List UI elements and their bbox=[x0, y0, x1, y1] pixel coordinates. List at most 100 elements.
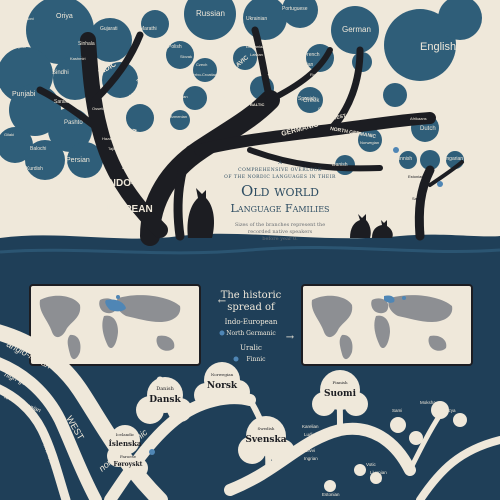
lang-spanish: Spanish bbox=[298, 96, 316, 102]
lower-danish-small: Danish bbox=[156, 386, 174, 392]
lower-voro: Võro bbox=[372, 478, 382, 483]
lang-awadhi: Awadhi bbox=[118, 6, 134, 12]
lower-karelian: Karelian bbox=[302, 424, 319, 429]
lower-swedish-small: Swedish bbox=[258, 426, 275, 431]
lang-persian: Persian bbox=[66, 157, 90, 164]
finnic-minor-labels: Karelian Ludian Vepsian Livvi Ingrian Vo… bbox=[302, 400, 456, 497]
map-finnic-swatch bbox=[233, 356, 239, 362]
lang-sindhi: Sindhi bbox=[52, 70, 69, 76]
lang-french: French bbox=[304, 52, 320, 58]
map-uralic-label: Uralic bbox=[240, 344, 262, 352]
title-kicker: A bbox=[277, 160, 282, 166]
lower-finnish-small: Finnish bbox=[332, 380, 348, 385]
lang-finnish: Finnish bbox=[396, 156, 412, 162]
map-title-1: The historic bbox=[221, 290, 282, 301]
lower-ludian: Ludian bbox=[304, 432, 318, 437]
lang-albanian: Albanian bbox=[172, 94, 188, 99]
label-finno-ugric: FINNO-UGRIC bbox=[434, 193, 448, 220]
lower-votic: Votic bbox=[366, 462, 377, 467]
lang-gujarati: Gujarati bbox=[100, 26, 118, 32]
language-labels: Oriya Kumaoni Awadhi Gujarati Marathi Ne… bbox=[4, 6, 463, 201]
lang-latvian: Latvian bbox=[250, 52, 263, 57]
label-armenian: ARMENIAN bbox=[195, 117, 217, 129]
lang-welsh: Welsh bbox=[370, 71, 381, 76]
lang-afrikaans: Afrikaans bbox=[410, 116, 427, 121]
lang-pashto: Pashto bbox=[64, 120, 83, 126]
lower-suomi: Suomi bbox=[324, 389, 357, 399]
map-finnic-label: Finnic bbox=[246, 356, 266, 363]
label-albanian: ALBANIAN bbox=[206, 94, 227, 109]
label-indo-european-2: EUROPEAN bbox=[96, 204, 153, 215]
lang-gaelic: Gaelic bbox=[380, 106, 391, 111]
lower-dansk: Dansk bbox=[149, 395, 181, 405]
title-desc1: Sizes of the branches represent the bbox=[235, 222, 325, 228]
lower-ingrian: Ingrian bbox=[304, 456, 318, 461]
lang-ossetian: Ossetian bbox=[92, 106, 108, 111]
lang-kashmiri: Kashmiri bbox=[70, 56, 86, 61]
map-arrow-right-icon: → bbox=[286, 332, 295, 343]
tree-canopy bbox=[0, 0, 482, 180]
lang-armenian: Armenian bbox=[170, 114, 187, 119]
flower-accents bbox=[149, 147, 443, 455]
map-right-uralic-spread bbox=[384, 295, 395, 303]
map-ie-label: Indo-European bbox=[225, 318, 278, 326]
lang-polish: Polish bbox=[168, 44, 182, 50]
title-block: A COMPREHENSIVE OVERLOOK OF THE NORDIC L… bbox=[224, 160, 336, 242]
lower-erzya: Erzya bbox=[444, 408, 456, 413]
map-legend: The historic spread of ← Indo-European N… bbox=[218, 290, 295, 363]
label-uralic: URALIC bbox=[424, 228, 447, 234]
lang-gilaki: Gilaki bbox=[4, 132, 14, 137]
lang-dutch: Dutch bbox=[420, 126, 436, 132]
label-baltic: BALTIC bbox=[250, 102, 264, 107]
lower-language-labels: Danish Dansk Norwegian Norsk Swedish Sve… bbox=[109, 372, 357, 468]
lower-norsk: Norsk bbox=[207, 381, 238, 391]
lang-swedish: Swedish bbox=[362, 156, 381, 162]
label-indo-iranian: INDO-IRANIAN bbox=[122, 128, 139, 170]
sea-wave bbox=[0, 245, 500, 255]
tree-trunk bbox=[36, 26, 464, 246]
lang-tajiki: Tajiki bbox=[108, 146, 117, 151]
title-main: Old world bbox=[241, 182, 319, 200]
lang-serbo-croatian: Serbo-Croatian bbox=[190, 72, 217, 77]
lower-clouds bbox=[107, 362, 467, 492]
lang-portuguese: Portuguese bbox=[282, 6, 308, 12]
lower-vepsian: Vepsian bbox=[302, 440, 319, 445]
lang-balochi: Balochi bbox=[30, 146, 46, 152]
lang-bulgarian: Bulgarian bbox=[196, 82, 213, 87]
lang-danish: Danish bbox=[332, 162, 348, 168]
lang-hungarian: Hungarian bbox=[440, 156, 463, 162]
lang-lithuanian: Lithuanian bbox=[246, 44, 264, 49]
lang-ukrainian: Ukrainian bbox=[246, 16, 267, 22]
label-romance: ROMANCE bbox=[267, 55, 295, 80]
lang-galician: Galician bbox=[318, 106, 332, 111]
lang-oriya: Oriya bbox=[56, 13, 73, 20]
lang-sinhala: Sinhala bbox=[78, 41, 95, 47]
map-arrow-left-icon: ← bbox=[218, 296, 226, 307]
lower-livonian: Livonian bbox=[370, 470, 387, 475]
title-desc2: recorded native speakers bbox=[248, 229, 313, 235]
lang-estonian: Estonian bbox=[408, 174, 424, 179]
map-left-ie-spread bbox=[105, 299, 126, 312]
lang-breton: Breton bbox=[372, 96, 384, 101]
map-ng-label: North Germanic bbox=[226, 330, 276, 337]
lang-slovak: Slovak bbox=[180, 54, 192, 59]
title-line1: COMPREHENSIVE OVERLOOK bbox=[238, 167, 322, 173]
lower-foroyskt: Føroyskt bbox=[114, 461, 143, 468]
lang-kurdish: Kurdish bbox=[26, 166, 43, 172]
lang-nepali: Nepali bbox=[12, 44, 26, 50]
lang-catalan: Catalan bbox=[312, 82, 326, 87]
label-indo-european: INDO- bbox=[106, 178, 134, 189]
lang-english: English bbox=[420, 41, 456, 53]
title-line2: OF THE NORDIC LANGUAGES IN THEIR bbox=[224, 174, 336, 180]
lower-estonian: Estonian bbox=[322, 492, 340, 497]
map-right bbox=[301, 284, 473, 366]
lang-italian: Italian bbox=[300, 62, 314, 68]
lang-marathi: Marathi bbox=[140, 26, 157, 32]
lang-romanian: Romanian bbox=[310, 72, 328, 77]
lang-punjabi: Punjabi bbox=[12, 91, 36, 98]
lang-saami: Sami bbox=[412, 196, 421, 201]
lang-czech: Czech bbox=[196, 62, 207, 67]
lower-moksha: Moksha bbox=[420, 400, 436, 405]
